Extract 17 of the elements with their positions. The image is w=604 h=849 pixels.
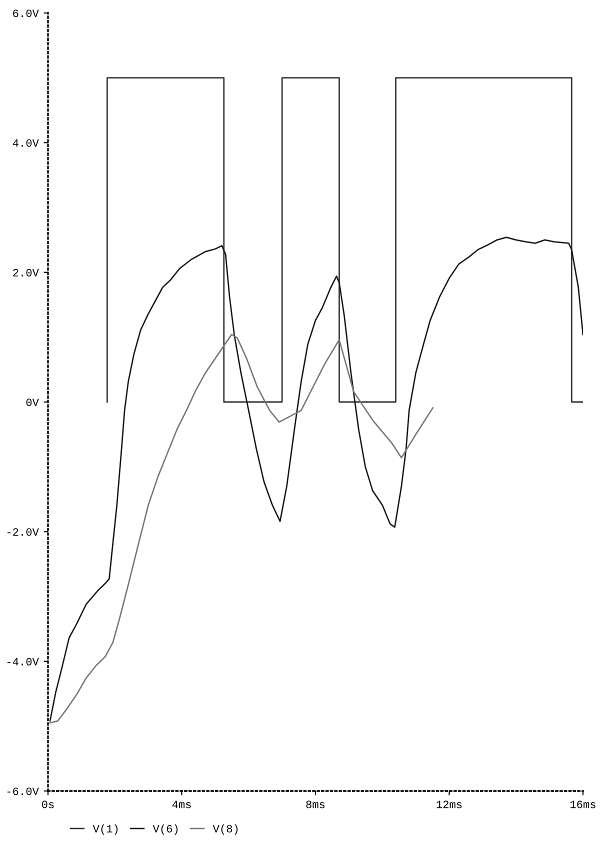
y-tick-label: -6.0V bbox=[7, 788, 39, 796]
line-series bbox=[49, 334, 434, 724]
x-tick-label: 4ms bbox=[172, 800, 191, 808]
y-tick-label: 4.0V bbox=[12, 139, 39, 147]
x-tick-label: 8ms bbox=[306, 800, 325, 808]
y-tick-label: 2.0V bbox=[13, 268, 39, 276]
x-tick-label: 16ms bbox=[570, 800, 596, 808]
y-tick-label: 0V bbox=[26, 398, 39, 406]
x-tick-label: 0s bbox=[42, 800, 54, 808]
y-tick-label: -4.0V bbox=[7, 658, 39, 666]
y-tick-label: -2.0V bbox=[7, 528, 39, 536]
x-tick-label: 12ms bbox=[436, 800, 462, 808]
line-series bbox=[49, 236, 583, 722]
legend-label: V(1) bbox=[92, 824, 118, 835]
legend-label: V(6) bbox=[152, 824, 178, 835]
legend-label: V(8) bbox=[212, 824, 238, 835]
y-tick-label: 6.0V bbox=[13, 10, 39, 18]
